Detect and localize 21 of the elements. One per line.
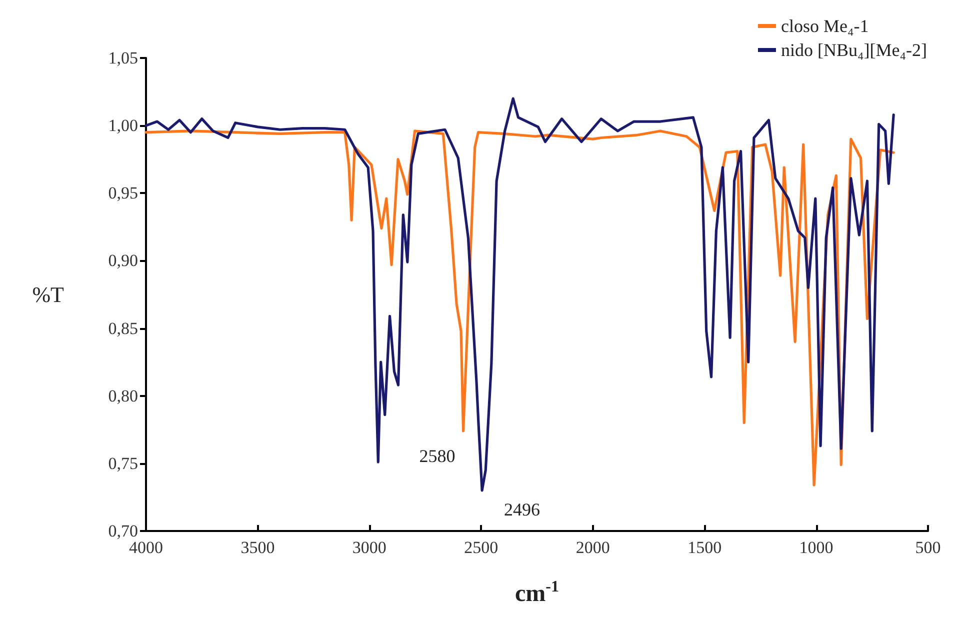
x-tick-label: 1000 [799,538,834,557]
x-tick-label: 500 [915,538,941,557]
x-tick-label: 1500 [688,538,722,557]
legend-label: nido [NBu₄][Me₄-2] [780,40,928,60]
y-tick-label: 0,85 [108,318,138,338]
legend-label: closo Me₄-1 [780,16,869,36]
annotation: 2496 [504,499,540,520]
y-tick-label: 1,00 [108,116,138,136]
y-tick-label: 0,70 [108,522,138,540]
annotation: 2580 [419,446,456,466]
y-tick-label: 0,90 [108,251,138,270]
y-tick-label: 1,05 [108,48,138,68]
x-tick-label: 2000 [576,538,610,557]
y-tick-label: 0,95 [108,184,138,203]
y-tick-label: 0,75 [108,454,138,473]
x-tick-label: 2500 [464,538,498,557]
x-tick-label: 3500 [240,538,275,557]
y-tick-label: 0,80 [108,386,138,406]
x-tick-label: 4000 [129,538,163,557]
y-axis-title: %T [32,282,65,307]
x-tick-label: 3000 [352,538,386,557]
